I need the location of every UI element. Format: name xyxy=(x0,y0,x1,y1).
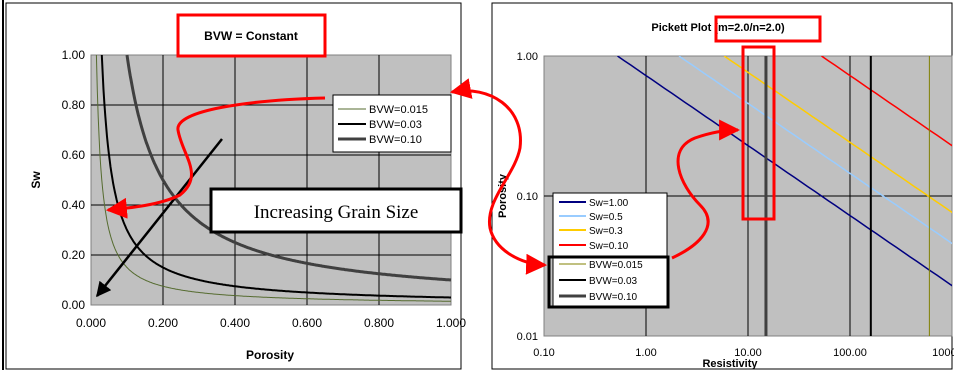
right-legend-label-4: Sw=0.10 xyxy=(589,241,629,252)
left-x-tick-label: 1.000 xyxy=(436,316,466,330)
left-y-tick-label: 1.00 xyxy=(62,48,86,62)
right-legend-label-1: Sw=1.00 xyxy=(589,198,629,209)
right-chart-title: Pickett Plot (m=2.0/n=2.0) xyxy=(651,22,785,34)
left-x-tick-label: 0.600 xyxy=(292,316,322,330)
right-x-axis-label: Resistivity xyxy=(702,358,758,370)
right-x-tick-label: 1.00 xyxy=(635,347,656,359)
left-legend-label-1: BVW=0.015 xyxy=(369,104,428,116)
left-x-axis-label: Porosity xyxy=(246,348,294,362)
left-y-tick-label: 0.20 xyxy=(62,248,86,262)
right-y-tick-label: 0.10 xyxy=(517,191,538,203)
left-y-axis-label: Sw xyxy=(29,171,43,189)
left-x-tick-label: 0.400 xyxy=(220,316,250,330)
right-legend-label-2: Sw=0.5 xyxy=(589,212,623,223)
left-legend: BVW=0.015 BVW=0.03 BVW=0.10 xyxy=(333,95,451,152)
left-plot-area xyxy=(91,55,451,305)
left-x-tick-label: 0.800 xyxy=(364,316,394,330)
right-y-tick-label: 0.01 xyxy=(517,331,538,343)
right-x-tick-label: 1000.00 xyxy=(932,347,954,359)
right-y-tick-label: 1.00 xyxy=(517,51,538,63)
right-x-tick-label: 100.00 xyxy=(833,347,867,359)
right-legend-label-7: BVW=0.10 xyxy=(589,292,638,303)
left-legend-label-3: BVW=0.10 xyxy=(369,134,422,146)
left-y-tick-label: 0.40 xyxy=(62,198,86,212)
left-y-tick-label: 0.80 xyxy=(62,98,86,112)
right-x-tick-label: 0.10 xyxy=(533,347,554,359)
left-legend-label-2: BVW=0.03 xyxy=(369,119,422,131)
left-x-tick-label: 0.000 xyxy=(76,316,106,330)
right-legend-label-3: Sw=0.3 xyxy=(589,226,623,237)
right-legend-label-6: BVW=0.03 xyxy=(589,276,638,287)
left-x-tick-label: 0.200 xyxy=(148,316,178,330)
grain-size-label: Increasing Grain Size xyxy=(254,202,419,223)
right-legend-label-5: BVW=0.015 xyxy=(589,260,643,271)
right-legend: Sw=1.00 Sw=0.5 Sw=0.3 Sw=0.10 BVW=0.015 … xyxy=(553,193,667,306)
left-y-tick-label: 0.00 xyxy=(62,298,86,312)
left-y-tick-label: 0.60 xyxy=(62,148,86,162)
left-chart-title: BVW = Constant xyxy=(204,29,298,43)
